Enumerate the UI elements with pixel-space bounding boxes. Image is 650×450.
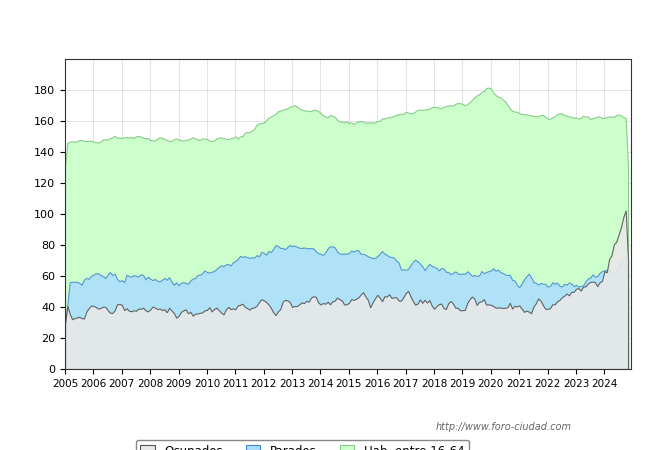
Legend: Ocupados, Parados, Hab. entre 16-64: Ocupados, Parados, Hab. entre 16-64 [136, 440, 469, 450]
Text: http://www.foro-ciudad.com: http://www.foro-ciudad.com [436, 422, 572, 432]
Text: Aljucén - Evolucion de la poblacion en edad de Trabajar Noviembre de 2024: Aljucén - Evolucion de la poblacion en e… [62, 18, 588, 32]
